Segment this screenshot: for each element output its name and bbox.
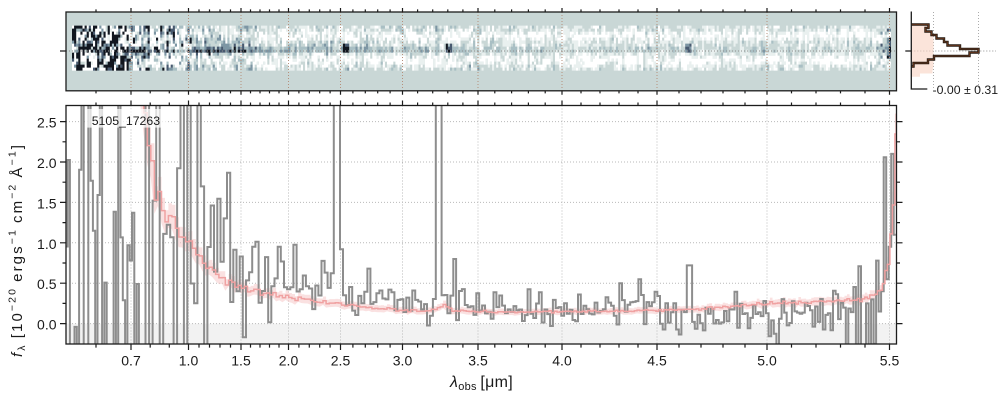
svg-text:1.5: 1.5	[37, 195, 57, 211]
svg-text:4.0: 4.0	[552, 353, 572, 369]
svg-text:2.5: 2.5	[37, 115, 57, 131]
svg-text:3.0: 3.0	[393, 353, 413, 369]
svg-text:0.7: 0.7	[121, 353, 141, 369]
svg-text:3.5: 3.5	[468, 353, 488, 369]
svg-text:2.5: 2.5	[331, 353, 351, 369]
svg-text:1.0: 1.0	[37, 236, 57, 252]
svg-text:1.0: 1.0	[179, 353, 199, 369]
svg-text:2.0: 2.0	[279, 353, 299, 369]
svg-text:5105_17263: 5105_17263	[92, 114, 161, 128]
svg-text:1.5: 1.5	[231, 353, 251, 369]
svg-text:5.5: 5.5	[880, 353, 900, 369]
svg-text:-0.00 ± 0.31: -0.00 ± 0.31	[933, 83, 999, 97]
svg-text:0.5: 0.5	[37, 276, 57, 292]
svg-text:fλ [10−20 ergs−1 cm−2 Å−1]: fλ [10−20 ergs−1 cm−2 Å−1]	[7, 143, 29, 357]
svg-text:5.0: 5.0	[757, 353, 777, 369]
svg-text:2.0: 2.0	[37, 155, 57, 171]
svg-text:4.5: 4.5	[647, 353, 667, 369]
svg-text:0.0: 0.0	[37, 317, 57, 333]
svg-text:λobs [μm]: λobs [μm]	[449, 374, 513, 393]
